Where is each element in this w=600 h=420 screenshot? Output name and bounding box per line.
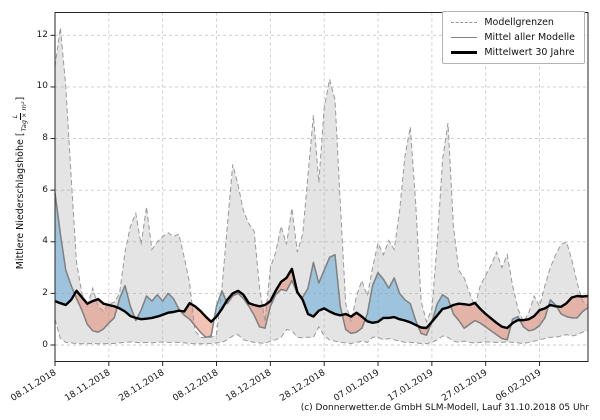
- legend-item-mittel-aller-modelle: Mittel aller Modelle: [451, 32, 575, 43]
- y-tick-label: 0: [42, 339, 48, 350]
- above-normal-fill: [55, 192, 557, 326]
- legend: Modellgrenzen Mittel aller Modelle Mitte…: [442, 11, 585, 64]
- black-line-sample-icon: [451, 51, 478, 54]
- y-tick-label: 8: [42, 133, 48, 144]
- y-axis-unit-fraction: L Tag × m²: [11, 101, 28, 132]
- legend-item-modellgrenzen: Modellgrenzen: [451, 17, 575, 28]
- mean30-line: [54, 267, 589, 330]
- legend-item-mittelwert-30-jahre: Mittelwert 30 Jahre: [451, 47, 575, 58]
- legend-label: Mittelwert 30 Jahre: [484, 47, 575, 58]
- chart-caption: (c) Donnerwetter.de GmbH SLM-Modell, Lau…: [300, 403, 589, 413]
- tick-marks: [50, 34, 541, 366]
- legend-label: Modellgrenzen: [484, 17, 554, 28]
- axes-frame: [54, 12, 589, 362]
- y-tick-label: 6: [42, 184, 48, 195]
- y-tick-label: 12: [36, 29, 48, 40]
- model-mean-line: [54, 192, 589, 341]
- y-tick-label: 10: [36, 81, 48, 92]
- gray-line-sample-icon: [451, 37, 478, 38]
- y-tick-label: 4: [42, 236, 48, 247]
- model-range-band: [55, 27, 588, 344]
- legend-label: Mittel aller Modelle: [484, 32, 575, 43]
- y-tick-label: 2: [42, 287, 48, 298]
- dashed-line-sample-icon: [451, 22, 478, 23]
- y-axis-label-text: Mittlere Niederschlagshöhe [: [14, 132, 26, 270]
- model-range-edges: [54, 27, 589, 345]
